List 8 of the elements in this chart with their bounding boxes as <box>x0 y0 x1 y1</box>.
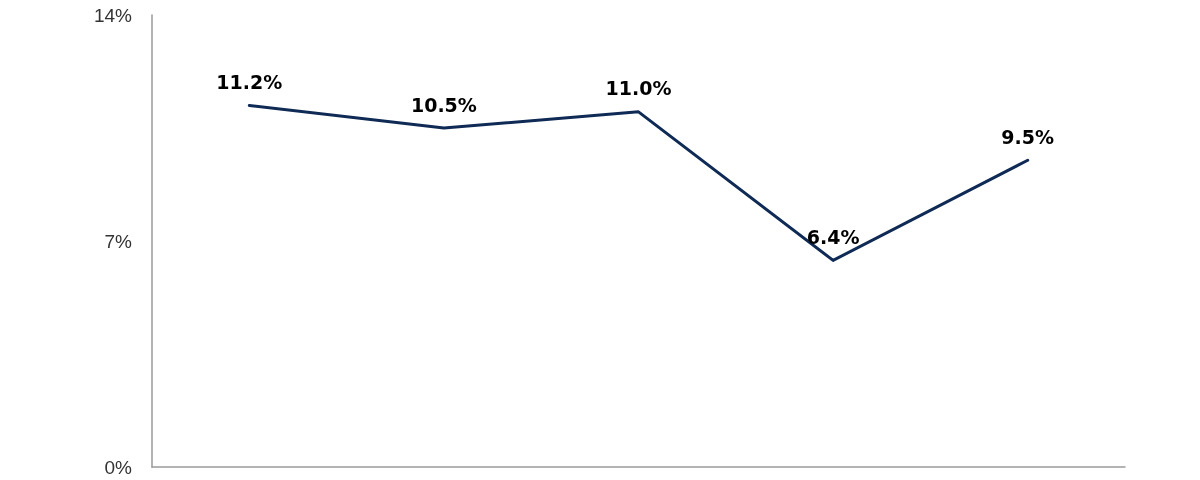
y-tick-label: 0% <box>104 456 133 478</box>
data-label: 9.5% <box>1001 125 1055 148</box>
y-tick-label: 7% <box>104 230 133 252</box>
data-label: 6.4% <box>806 225 860 248</box>
y-tick-label: 14% <box>93 4 133 26</box>
data-label: 11.2% <box>216 70 283 93</box>
data-label: 10.5% <box>410 93 477 116</box>
data-label: 11.0% <box>605 77 672 100</box>
